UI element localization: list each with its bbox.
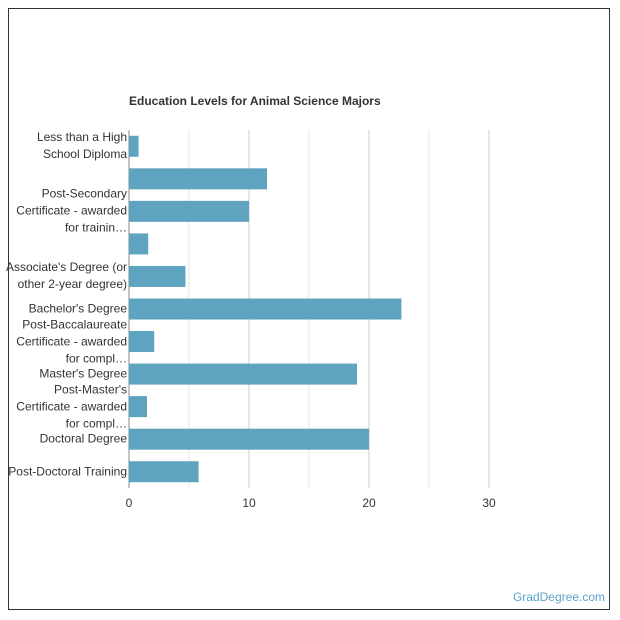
y-tick-label: Post-Baccalaureate Certificate - awarded…: [16, 317, 127, 366]
x-tick-label: 20: [362, 496, 376, 510]
y-tick-label: Post-Master's Certificate - awarded for …: [16, 382, 127, 431]
y-tick-label: Less than a High School Diploma: [36, 130, 127, 162]
y-tick-label: Doctoral Degree: [39, 431, 127, 446]
y-tick-label: Post-Doctoral Training: [8, 464, 127, 479]
bar: [129, 298, 402, 320]
y-tick-label: Bachelor's Degree: [28, 301, 127, 316]
bar: [129, 233, 149, 255]
y-tick-label: Master's Degree: [39, 366, 127, 381]
x-tick-label: 10: [242, 496, 256, 510]
footer: GradDegree.com: [513, 590, 605, 604]
y-tick-label: Associate's Degree (or other 2-year degr…: [5, 260, 127, 292]
bar: [129, 265, 186, 287]
x-tick-label: 30: [482, 496, 496, 510]
y-tick-label: Post-Secondary Certificate - awarded for…: [16, 186, 127, 235]
bar: [129, 428, 369, 450]
bar: [129, 396, 147, 418]
chart-title: Education Levels for Animal Science Majo…: [129, 94, 381, 108]
bar: [129, 135, 139, 157]
x-tick-label: 0: [126, 496, 133, 510]
bar: [129, 461, 199, 483]
bar: [129, 331, 155, 353]
bar: [129, 363, 357, 385]
bar: [129, 168, 267, 190]
bar: [129, 200, 249, 222]
